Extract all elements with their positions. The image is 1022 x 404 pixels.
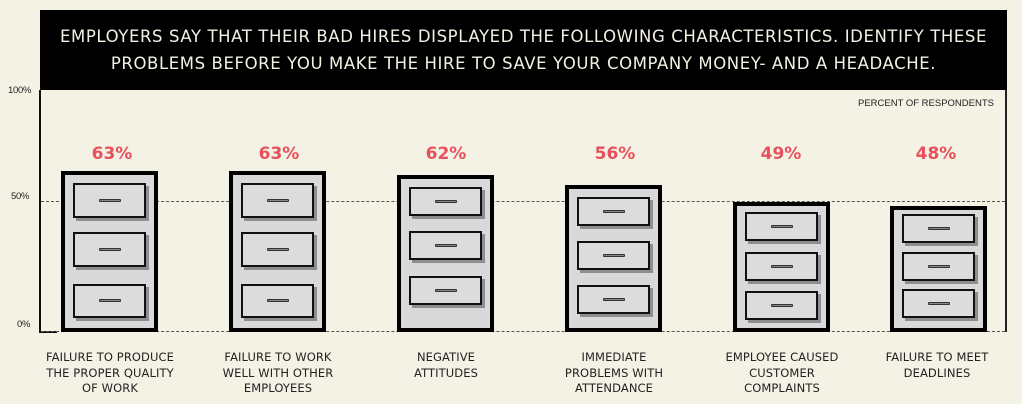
drawer	[409, 187, 482, 216]
drawer	[241, 284, 314, 318]
category-label: FAILURE TO PRODUCE THE PROPER QUALITY OF…	[45, 350, 175, 395]
drawer-handle-icon	[434, 288, 457, 292]
filing-cabinet-bar	[890, 206, 987, 332]
drawer-handle-icon	[770, 303, 793, 307]
value-label: 56%	[594, 144, 636, 164]
drawer	[73, 284, 146, 318]
drawer-handle-icon	[602, 297, 625, 301]
drawer	[241, 183, 314, 218]
drawer	[745, 212, 818, 241]
drawer-handle-icon	[927, 226, 950, 230]
drawer-handle-icon	[602, 209, 625, 213]
drawer-handle-icon	[98, 299, 121, 302]
drawer-handle-icon	[98, 247, 121, 251]
value-label: 63%	[258, 144, 300, 164]
drawer-handle-icon	[770, 224, 793, 228]
value-label: 48%	[915, 144, 957, 164]
drawer-handle-icon	[266, 247, 289, 251]
category-label: FAILURE TO MEET DEADLINES	[885, 350, 989, 380]
drawer	[409, 276, 482, 305]
drawer	[241, 232, 314, 267]
drawer-handle-icon	[602, 253, 625, 257]
y-tick-50: 50%	[11, 191, 30, 202]
gridline-0	[41, 331, 1005, 332]
drawer	[745, 252, 818, 281]
drawer	[577, 197, 650, 226]
drawer	[577, 285, 650, 314]
drawer-handle-icon	[434, 243, 457, 247]
chart-title: EMPLOYERS SAY THAT THEIR BAD HIRES DISPL…	[59, 27, 988, 73]
value-label: 63%	[91, 144, 133, 164]
drawer	[745, 291, 818, 320]
drawer	[73, 183, 146, 218]
drawer	[902, 214, 975, 243]
y-axis-line	[39, 90, 41, 332]
drawer-handle-icon	[770, 264, 793, 268]
drawer-handle-icon	[434, 199, 457, 203]
filing-cabinet-bar	[397, 175, 494, 332]
drawer	[902, 252, 975, 281]
category-label: EMPLOYEE CAUSED CUSTOMER COMPLAINTS	[725, 350, 839, 395]
value-label: 62%	[425, 144, 467, 164]
drawer	[577, 241, 650, 270]
drawer-handle-icon	[98, 198, 121, 202]
category-label: FAILURE TO WORK WELL WITH OTHER EMPLOYEE…	[222, 350, 334, 395]
filing-cabinet-bar	[61, 171, 158, 332]
y-tick-100: 100%	[8, 85, 32, 96]
y-axis-unit-label: PERCENT OF RESPONDENTS	[857, 98, 994, 109]
drawer-handle-icon	[266, 198, 289, 202]
drawer-handle-icon	[266, 299, 289, 302]
category-label: NEGATIVE ATTITUDES	[414, 350, 478, 380]
chart-title-banner: EMPLOYERS SAY THAT THEIR BAD HIRES DISPL…	[40, 10, 1007, 90]
drawer-handle-icon	[927, 301, 950, 305]
filing-cabinet-bar	[229, 171, 326, 332]
drawer-handle-icon	[927, 264, 950, 268]
drawer	[73, 232, 146, 267]
frame-right-border	[1005, 90, 1007, 332]
gridline-50	[41, 201, 1005, 202]
drawer	[902, 289, 975, 318]
value-label: 49%	[760, 144, 802, 164]
drawer	[409, 231, 482, 260]
y-tick-0: 0%	[17, 319, 31, 330]
filing-cabinet-bar	[565, 185, 662, 332]
category-label: IMMEDIATE PROBLEMS WITH ATTENDANCE	[564, 350, 664, 395]
filing-cabinet-bar	[733, 202, 830, 332]
